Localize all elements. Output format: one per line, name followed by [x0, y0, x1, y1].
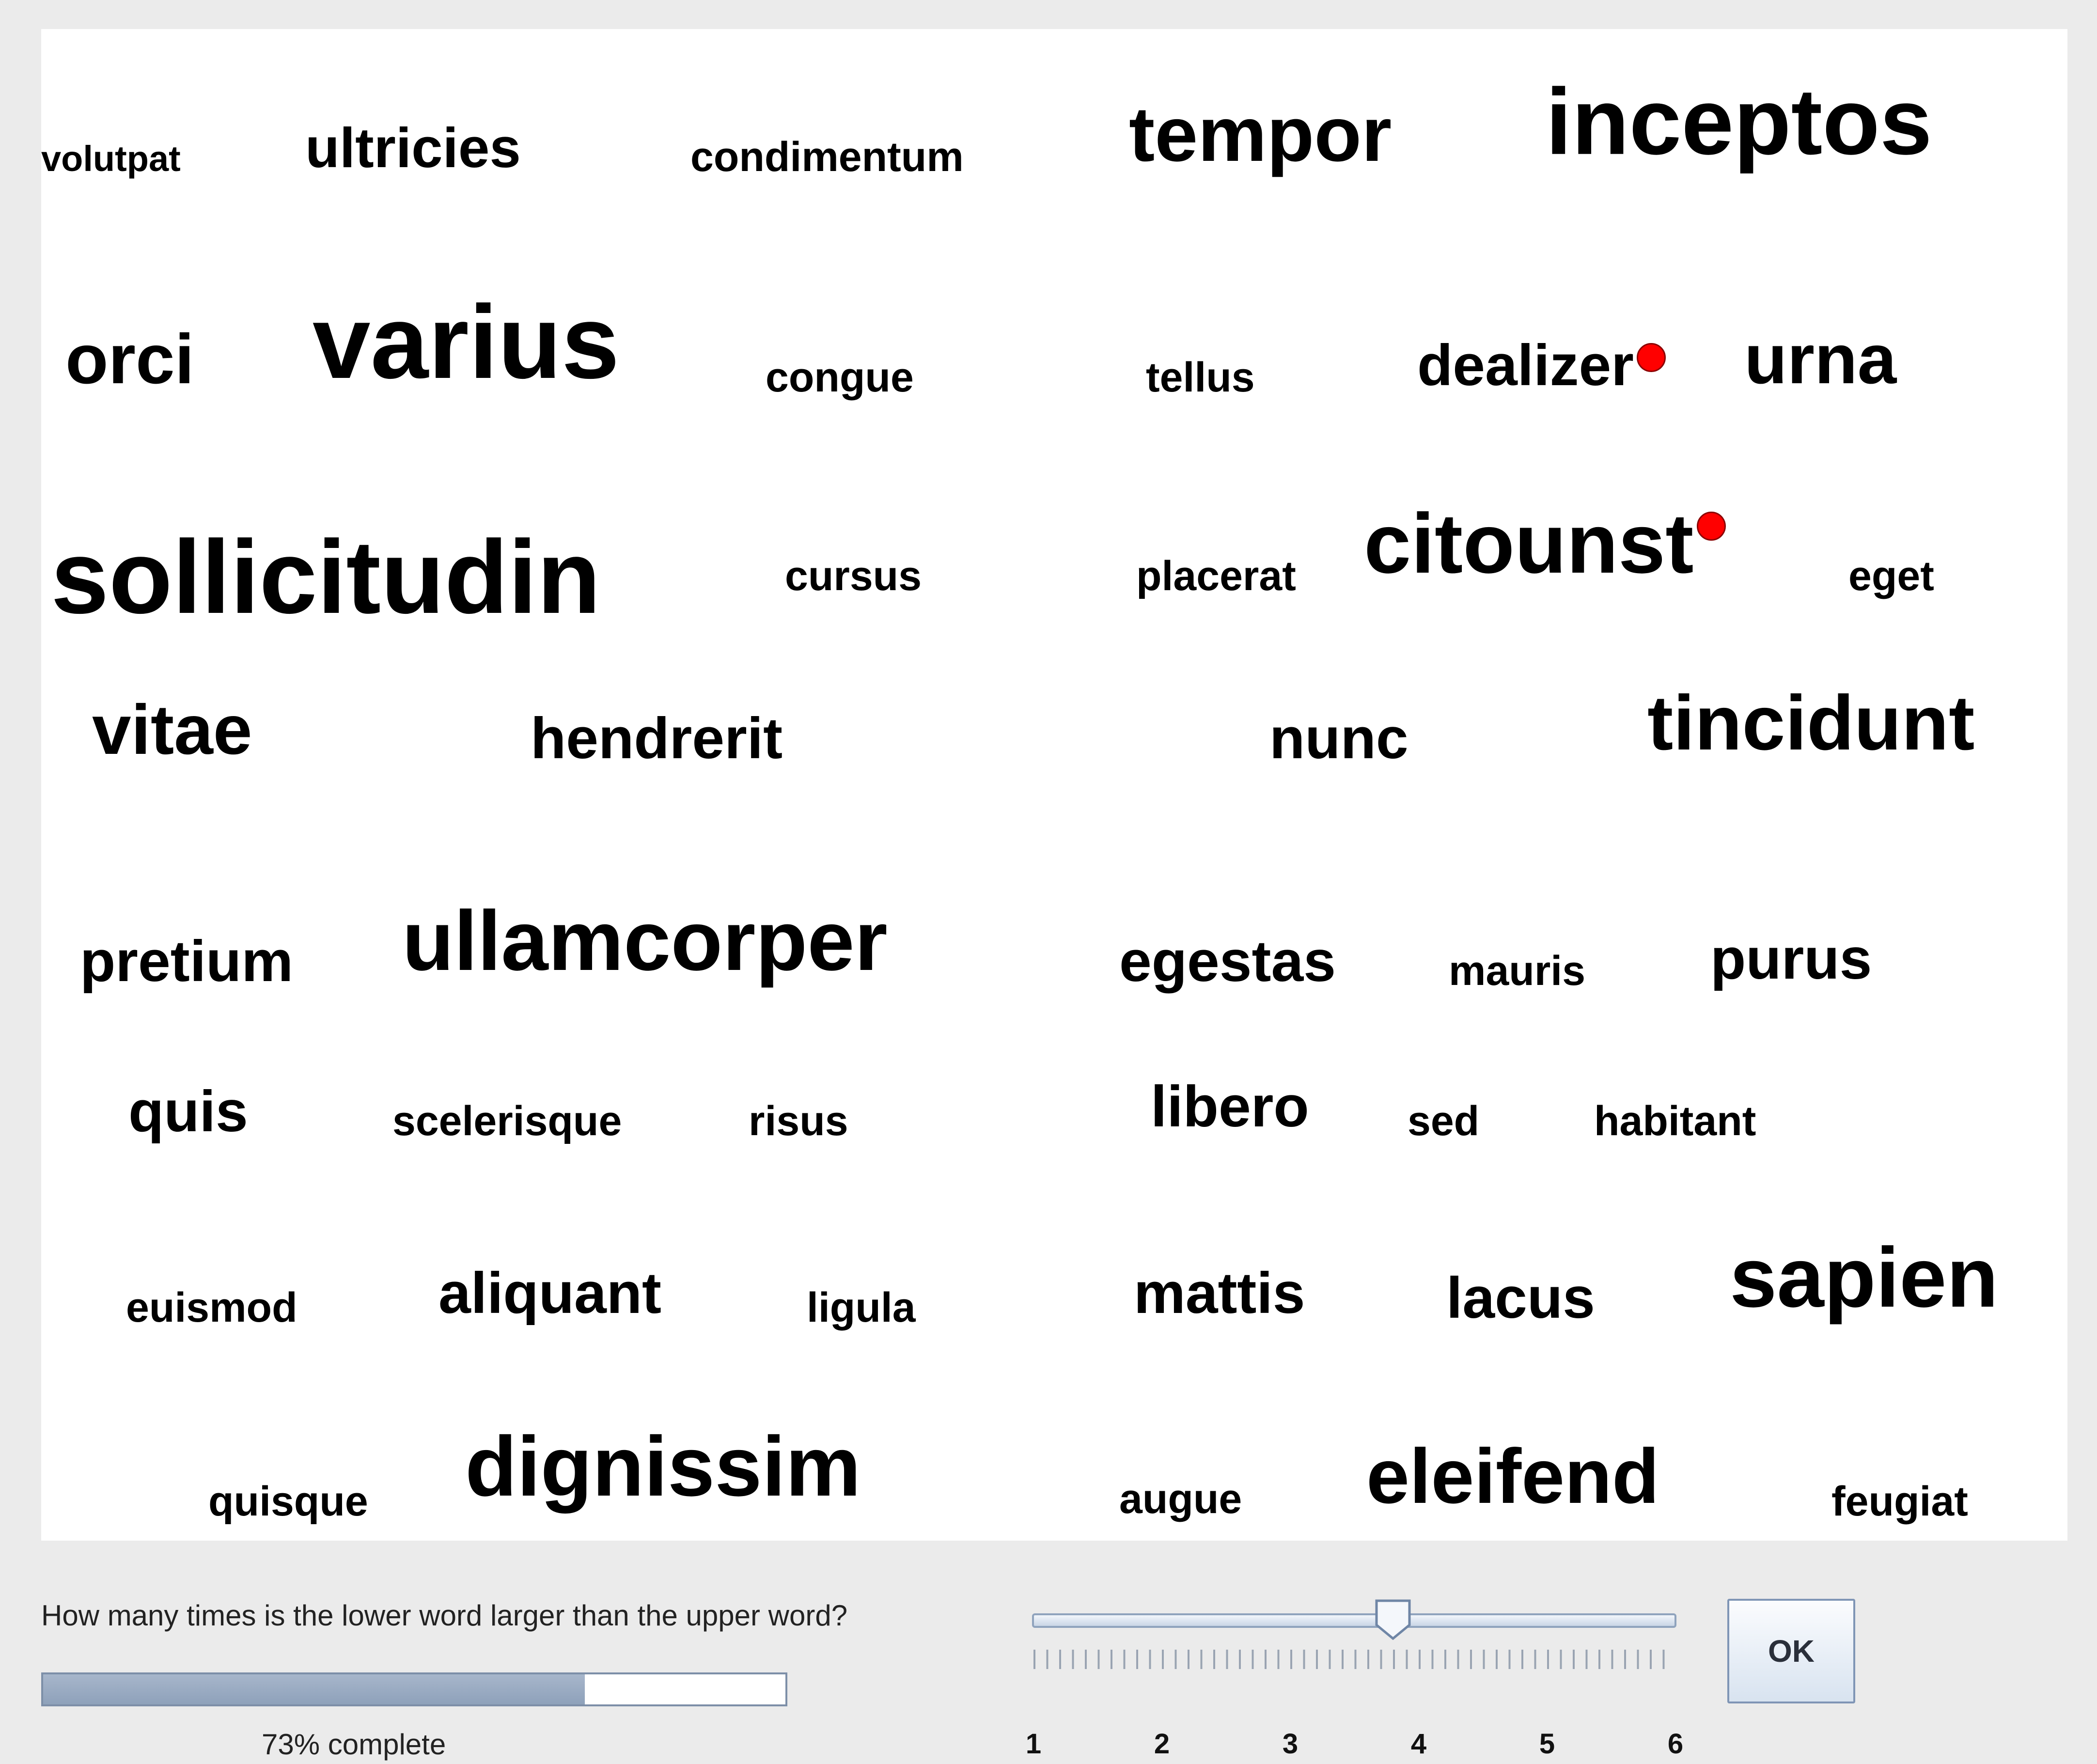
cloud-word: mattis	[1134, 1261, 1305, 1326]
cloud-word: egestas	[1119, 929, 1336, 994]
question-text: How many times is the lower word larger …	[41, 1599, 848, 1632]
cloud-word: risus	[749, 1098, 848, 1145]
cloud-word: mauris	[1449, 948, 1586, 995]
cloud-word: sollicitudin	[51, 518, 601, 635]
cloud-word: tempor	[1129, 91, 1392, 177]
cloud-word: cursus	[785, 553, 922, 600]
cloud-word: quis	[128, 1079, 248, 1144]
cloud-word: placerat	[1136, 553, 1296, 600]
cloud-word: scelerisque	[392, 1098, 622, 1145]
cloud-word: ullamcorper	[402, 894, 888, 988]
cloud-word: congue	[766, 354, 914, 401]
slider-tick-label: 6	[1667, 1728, 1684, 1760]
slider-tick-label: 1	[1025, 1728, 1042, 1760]
cloud-word: eget	[1848, 553, 1934, 600]
cloud-word: nunc	[1269, 706, 1408, 771]
cloud-word: hendrerit	[531, 706, 783, 771]
cloud-word: tincidunt	[1647, 679, 1975, 766]
cloud-word: lacus	[1446, 1265, 1595, 1330]
ratio-slider-track[interactable]	[1032, 1613, 1676, 1628]
cloud-word: feugiat	[1831, 1478, 1968, 1525]
progress-bar	[41, 1672, 787, 1706]
word-cloud-canvas: volutpat ultricies condimentum tempor incept…	[41, 29, 2067, 1541]
cloud-word: citounst	[1364, 497, 1694, 591]
cloud-word: orci	[65, 320, 194, 398]
cloud-word: tellus	[1146, 354, 1255, 401]
cloud-word: pretium	[80, 929, 294, 994]
cloud-word: ligula	[807, 1284, 916, 1331]
progress-bar-fill	[43, 1674, 585, 1704]
cloud-word: libero	[1151, 1074, 1309, 1139]
cloud-word: ultricies	[305, 116, 521, 180]
cloud-word: dealizer	[1417, 333, 1634, 398]
target-marker	[1696, 512, 1726, 541]
cloud-word: habitant	[1594, 1098, 1756, 1145]
cloud-word: vitae	[92, 690, 252, 769]
cloud-word: sed	[1408, 1098, 1480, 1145]
target-marker	[1636, 343, 1666, 373]
slider-tick-label: 4	[1410, 1728, 1427, 1760]
ok-button[interactable]: OK	[1727, 1599, 1855, 1703]
cloud-word: inceptos	[1546, 69, 1932, 174]
cloud-word: aliquant	[438, 1261, 662, 1326]
cloud-word: sapien	[1730, 1231, 1999, 1325]
cloud-word: dignissim	[465, 1420, 861, 1514]
cloud-word: euismod	[126, 1284, 297, 1331]
slider-tick-label: 2	[1154, 1728, 1170, 1760]
cloud-word: eleifend	[1366, 1433, 1659, 1519]
ratio-slider-ticks	[1033, 1650, 1675, 1669]
cloud-word: condimentum	[690, 134, 964, 181]
cloud-word: augue	[1119, 1476, 1242, 1523]
ratio-slider-thumb[interactable]	[1374, 1598, 1412, 1641]
cloud-word: urna	[1744, 320, 1897, 398]
cloud-word: volutpat	[41, 138, 181, 179]
slider-tick-label: 5	[1539, 1728, 1555, 1760]
slider-tick-label: 3	[1282, 1728, 1299, 1760]
cloud-word: purus	[1710, 926, 1872, 991]
progress-label: 73% complete	[262, 1728, 446, 1761]
cloud-word: quisque	[208, 1478, 368, 1525]
cloud-word: varius	[313, 283, 620, 400]
